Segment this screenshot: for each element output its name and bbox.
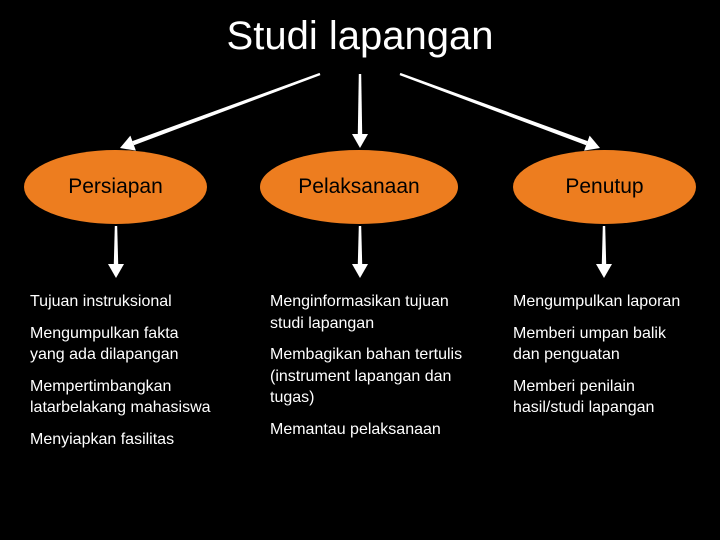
list-item: Menyiapkan fasilitas bbox=[30, 429, 214, 451]
column-pelaksanaan: Menginformasikan tujuan studi lapangan M… bbox=[262, 285, 472, 447]
column-persiapan: Tujuan instruksional Mengumpulkan fakta … bbox=[22, 285, 222, 457]
diagram-title: Studi lapangan bbox=[0, 14, 720, 59]
diagram-title-text: Studi lapangan bbox=[227, 14, 494, 58]
arrow-layer bbox=[0, 0, 720, 540]
list-item: Mengumpulkan fakta yang ada dilapangan bbox=[30, 323, 214, 366]
list-item: Memberi umpan balik dan penguatan bbox=[513, 323, 697, 366]
list-item: Membagikan bahan tertulis (instrument la… bbox=[270, 344, 464, 409]
node-pelaksanaan: Pelaksanaan bbox=[260, 150, 458, 224]
list-item: Mengumpulkan laporan bbox=[513, 291, 697, 313]
list-item: Memberi penilain hasil/studi lapangan bbox=[513, 376, 697, 419]
node-penutup: Penutup bbox=[513, 150, 696, 224]
node-persiapan-label: Persiapan bbox=[68, 175, 163, 199]
list-item: Menginformasikan tujuan studi lapangan bbox=[270, 291, 464, 334]
node-pelaksanaan-label: Pelaksanaan bbox=[298, 175, 419, 199]
column-penutup: Mengumpulkan laporan Memberi umpan balik… bbox=[505, 285, 705, 425]
list-item: Mempertimbangkan latarbelakang mahasiswa bbox=[30, 376, 214, 419]
list-item: Memantau pelaksanaan bbox=[270, 419, 464, 441]
node-persiapan: Persiapan bbox=[24, 150, 207, 224]
node-penutup-label: Penutup bbox=[565, 175, 643, 199]
list-item: Tujuan instruksional bbox=[30, 291, 214, 313]
